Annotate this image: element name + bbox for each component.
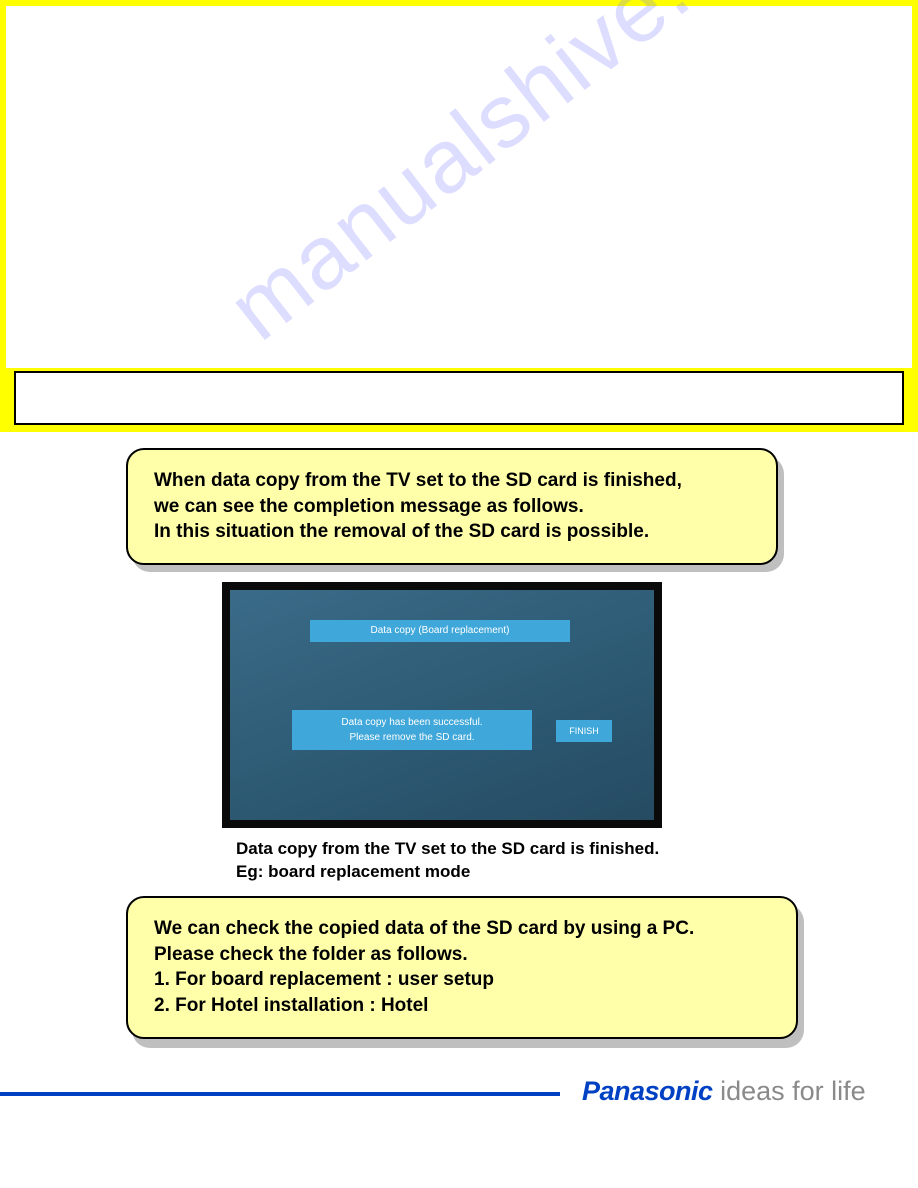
caption-line1: Data copy from the TV set to the SD card… (236, 839, 659, 858)
osd-msg1: Data copy has been successful. (341, 717, 482, 728)
callout-1: When data copy from the TV set to the SD… (126, 448, 778, 565)
osd-msg2: Please remove the SD card. (349, 732, 474, 743)
top-white-inset (6, 6, 912, 368)
brand-tagline: ideas for life (713, 1076, 866, 1106)
top-yellow-block (0, 0, 918, 432)
osd-finish-button: FINISH (556, 720, 612, 742)
brand-name: Panasonic (582, 1076, 713, 1106)
callout-2: We can check the copied data of the SD c… (126, 896, 798, 1039)
callout-1-line2: we can see the completion message as fol… (154, 496, 584, 517)
tv-screen: Data copy (Board replacement) Data copy … (230, 590, 654, 820)
callout-2-line1: We can check the copied data of the SD c… (154, 918, 694, 939)
footer-divider (0, 1092, 560, 1096)
osd-title: Data copy (Board replacement) (310, 620, 570, 642)
osd-message: Data copy has been successful. Please re… (292, 710, 532, 750)
title-bar (14, 371, 904, 425)
photo-caption: Data copy from the TV set to the SD card… (236, 838, 659, 884)
callout-1-line3: In this situation the removal of the SD … (154, 521, 649, 542)
caption-line2: Eg: board replacement mode (236, 862, 470, 881)
brand-block: Panasonic ideas for life (582, 1076, 866, 1107)
callout-2-line2: Please check the folder as follows. (154, 944, 468, 965)
tv-photo: Data copy (Board replacement) Data copy … (222, 582, 662, 828)
callout-2-line4: 2. For Hotel installation : Hotel (154, 995, 428, 1016)
callout-1-line1: When data copy from the TV set to the SD… (154, 470, 682, 491)
callout-2-line3: 1. For board replacement : user setup (154, 969, 494, 990)
